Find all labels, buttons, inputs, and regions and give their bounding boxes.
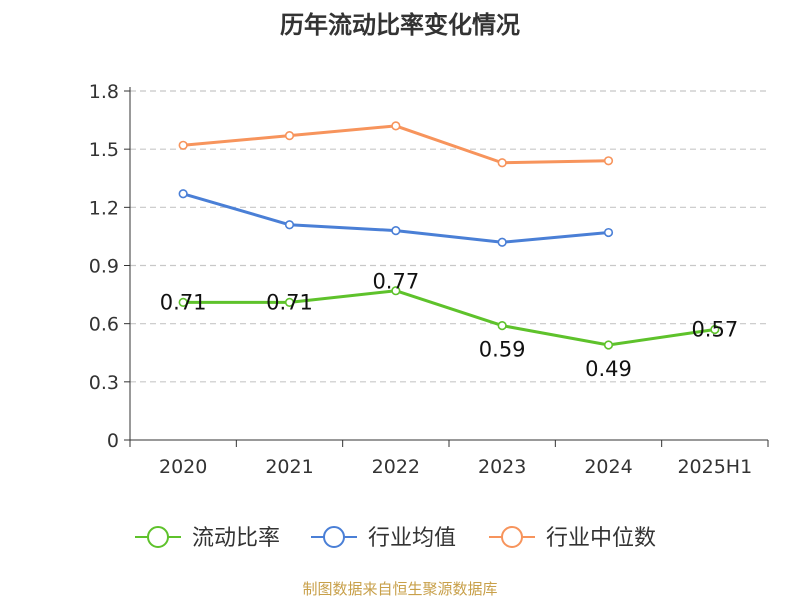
x-tick-label: 2025H1 bbox=[677, 456, 752, 478]
legend-marker bbox=[323, 526, 345, 548]
data-point bbox=[391, 286, 401, 296]
x-tick-label: 2021 bbox=[265, 456, 313, 478]
legend-label: 行业均值 bbox=[368, 526, 456, 551]
data-point bbox=[603, 340, 614, 350]
x-tick-label: 2023 bbox=[478, 456, 526, 478]
y-tick-label: 0.6 bbox=[89, 314, 119, 336]
y-tick-label: 0.9 bbox=[89, 256, 119, 278]
x-tick-label: 2020 bbox=[159, 456, 207, 478]
data-label: 0.57 bbox=[691, 317, 738, 341]
legend-label: 流动比率 bbox=[192, 526, 280, 551]
data-point bbox=[603, 227, 614, 238]
source-note: 制图数据来自恒生聚源数据库 bbox=[302, 580, 497, 598]
series-line bbox=[183, 124, 609, 165]
data-point bbox=[497, 237, 507, 247]
data-point bbox=[497, 158, 507, 168]
legend-marker bbox=[147, 526, 169, 548]
x-tick-label: 2022 bbox=[372, 456, 420, 478]
data-point bbox=[178, 140, 188, 150]
data-label-layer: 0.71 0.71 0.77 0.59 0.49 0.57 bbox=[160, 270, 738, 381]
data-label: 0.49 bbox=[585, 357, 632, 381]
y-tick-label: 1.2 bbox=[89, 197, 119, 219]
data-point bbox=[284, 130, 295, 141]
x-tick-label: 2024 bbox=[584, 456, 632, 478]
series-layer bbox=[178, 121, 720, 350]
data-label: 0.71 bbox=[266, 290, 313, 314]
y-tick-label: 1.5 bbox=[89, 139, 119, 161]
data-point bbox=[710, 324, 720, 335]
data-point bbox=[603, 156, 614, 166]
data-point bbox=[284, 220, 295, 230]
data-point bbox=[391, 121, 401, 131]
y-tick-label: 1.8 bbox=[89, 81, 119, 103]
axis-layer: 0 0.3 0.6 0.9 1.2 1.5 1.8 2020 2021 2022 2023 2024 2… bbox=[89, 81, 769, 478]
data-label: 0.59 bbox=[479, 338, 526, 362]
legend-marker bbox=[501, 526, 523, 548]
data-point bbox=[284, 297, 295, 307]
y-tick-label: 0.3 bbox=[89, 372, 119, 394]
data-point bbox=[178, 189, 188, 199]
data-label: 0.71 bbox=[160, 290, 207, 314]
y-tick-label: 0 bbox=[107, 430, 119, 452]
data-point bbox=[497, 321, 507, 331]
legend-label: 行业中位数 bbox=[546, 526, 656, 551]
legend: 流动比率 行业均值 行业中位数 bbox=[135, 526, 656, 551]
grid-layer bbox=[130, 90, 768, 383]
data-label: 0.77 bbox=[372, 270, 419, 294]
data-point bbox=[178, 297, 188, 307]
data-point bbox=[391, 226, 401, 236]
series-line bbox=[183, 289, 716, 347]
chart-title: 历年流动比率变化情况 bbox=[280, 11, 520, 39]
